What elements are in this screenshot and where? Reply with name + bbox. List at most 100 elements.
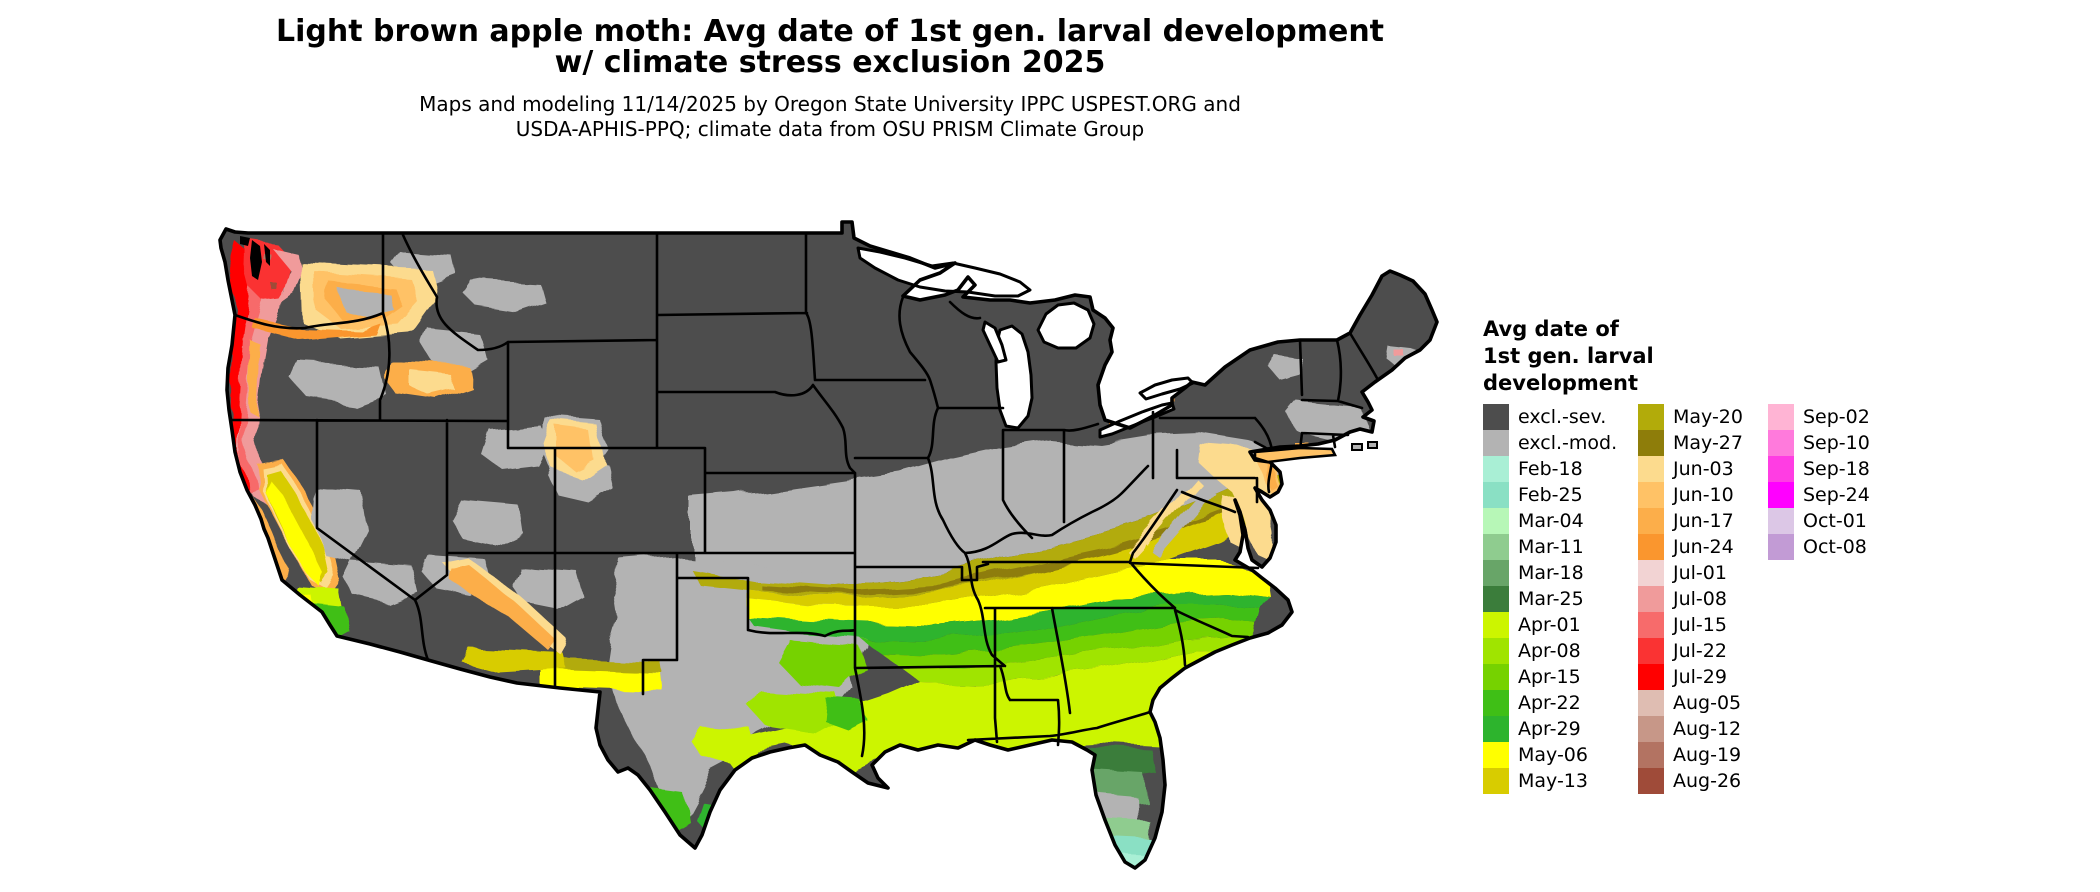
legend-label: Mar-25 bbox=[1518, 588, 1584, 610]
legend-item: Apr-08 bbox=[1483, 638, 1617, 664]
legend-item: Apr-29 bbox=[1483, 716, 1617, 742]
legend-label: Jun-10 bbox=[1673, 484, 1734, 506]
legend-label: Apr-22 bbox=[1518, 692, 1581, 714]
legend-item: May-06 bbox=[1483, 742, 1617, 768]
legend-item: Jun-03 bbox=[1638, 456, 1743, 482]
legend-label: Mar-11 bbox=[1518, 536, 1584, 558]
legend-label: Jun-03 bbox=[1673, 458, 1734, 480]
legend: Avg date of 1st gen. larval development … bbox=[1483, 316, 2083, 794]
legend-item: Oct-01 bbox=[1768, 508, 1870, 534]
legend-label: Jul-15 bbox=[1673, 614, 1727, 636]
legend-label: Feb-18 bbox=[1518, 458, 1583, 480]
title-line-2: w/ climate stress exclusion 2025 bbox=[554, 45, 1106, 80]
legend-label: Jun-17 bbox=[1673, 510, 1734, 532]
legend-column-3: Sep-02 Sep-10 Sep-18 Sep-24 Oct-01 Oct-08 bbox=[1768, 404, 1870, 560]
puget-sound bbox=[240, 236, 270, 280]
legend-label: excl.-mod. bbox=[1518, 432, 1618, 454]
legend-item: Jul-22 bbox=[1638, 638, 1743, 664]
legend-label: Oct-08 bbox=[1803, 536, 1867, 558]
legend-label: Sep-02 bbox=[1803, 406, 1870, 428]
legend-label: May-13 bbox=[1518, 770, 1588, 792]
legend-swatch bbox=[1638, 586, 1664, 612]
legend-swatch bbox=[1768, 430, 1794, 456]
lake-erie bbox=[1098, 401, 1176, 439]
green-bay bbox=[981, 320, 1008, 364]
legend-item: Sep-10 bbox=[1768, 430, 1870, 456]
legend-swatch bbox=[1768, 508, 1794, 534]
legend-swatch bbox=[1638, 482, 1664, 508]
legend-item: Apr-01 bbox=[1483, 612, 1617, 638]
state-borders bbox=[230, 231, 1380, 758]
florida-keys bbox=[1098, 873, 1138, 881]
subtitle-line-2: USDA-APHIS-PPQ; climate data from OSU PR… bbox=[515, 117, 1145, 141]
legend-item: Feb-25 bbox=[1483, 482, 1617, 508]
legend-swatch bbox=[1483, 690, 1509, 716]
legend-swatch bbox=[1638, 664, 1664, 690]
legend-swatch bbox=[1483, 560, 1509, 586]
legend-item: May-20 bbox=[1638, 404, 1743, 430]
legend-swatch bbox=[1483, 664, 1509, 690]
legend-item: Oct-08 bbox=[1768, 534, 1870, 560]
legend-item: Mar-25 bbox=[1483, 586, 1617, 612]
legend-item: Feb-18 bbox=[1483, 456, 1617, 482]
legend-label: excl.-sev. bbox=[1518, 406, 1607, 428]
legend-swatch bbox=[1483, 508, 1509, 534]
legend-label: Oct-01 bbox=[1803, 510, 1867, 532]
legend-swatch bbox=[1638, 638, 1664, 664]
legend-item: Aug-12 bbox=[1638, 716, 1743, 742]
legend-column-1: excl.-sev. excl.-mod. Feb-18 Feb-25 Mar-04 Ma… bbox=[1483, 404, 1617, 794]
legend-swatch bbox=[1768, 456, 1794, 482]
legend-item: Mar-04 bbox=[1483, 508, 1617, 534]
legend-swatch bbox=[1768, 482, 1794, 508]
legend-item: excl.-sev. bbox=[1483, 404, 1617, 430]
legend-swatch bbox=[1483, 430, 1509, 456]
legend-label: May-20 bbox=[1673, 406, 1743, 428]
legend-swatch bbox=[1638, 742, 1664, 768]
legend-item: May-13 bbox=[1483, 768, 1617, 794]
nantucket bbox=[1367, 441, 1378, 449]
map-title: Light brown apple moth: Avg date of 1st … bbox=[0, 16, 1660, 78]
legend-item: Sep-02 bbox=[1768, 404, 1870, 430]
legend-label: Sep-18 bbox=[1803, 458, 1870, 480]
legend-swatch bbox=[1483, 716, 1509, 742]
legend-item: Apr-22 bbox=[1483, 690, 1617, 716]
legend-swatch bbox=[1483, 404, 1509, 430]
legend-swatch bbox=[1483, 482, 1509, 508]
legend-swatch bbox=[1483, 534, 1509, 560]
legend-item: Jul-29 bbox=[1638, 664, 1743, 690]
legend-label: Feb-25 bbox=[1518, 484, 1583, 506]
legend-item: Jun-10 bbox=[1638, 482, 1743, 508]
legend-item: Mar-11 bbox=[1483, 534, 1617, 560]
map-subtitle: Maps and modeling 11/14/2025 by Oregon S… bbox=[0, 92, 1660, 142]
legend-item: Aug-26 bbox=[1638, 768, 1743, 794]
legend-swatch bbox=[1638, 534, 1664, 560]
legend-item: excl.-mod. bbox=[1483, 430, 1617, 456]
legend-swatch bbox=[1483, 768, 1509, 794]
legend-item: Sep-24 bbox=[1768, 482, 1870, 508]
legend-label: Aug-12 bbox=[1673, 718, 1742, 740]
long-island bbox=[1253, 446, 1338, 464]
legend-swatch bbox=[1483, 612, 1509, 638]
legend-item: May-27 bbox=[1638, 430, 1743, 456]
legend-label: Jul-08 bbox=[1673, 588, 1727, 610]
legend-label: Aug-05 bbox=[1673, 692, 1742, 714]
legend-label: Jul-29 bbox=[1673, 666, 1727, 688]
title-line-1: Light brown apple moth: Avg date of 1st … bbox=[275, 14, 1385, 49]
legend-label: Jul-22 bbox=[1673, 640, 1727, 662]
legend-swatch bbox=[1768, 404, 1794, 430]
legend-swatch bbox=[1638, 560, 1664, 586]
us-outline bbox=[218, 220, 1439, 870]
legend-swatch bbox=[1638, 690, 1664, 716]
marthas-vineyard bbox=[1351, 443, 1363, 451]
legend-label: Aug-26 bbox=[1673, 770, 1742, 792]
legend-item: Aug-19 bbox=[1638, 742, 1743, 768]
legend-label: Apr-08 bbox=[1518, 640, 1581, 662]
legend-swatch bbox=[1768, 534, 1794, 560]
legend-item: Jun-24 bbox=[1638, 534, 1743, 560]
legend-label: Mar-04 bbox=[1518, 510, 1584, 532]
legend-item: Sep-18 bbox=[1768, 456, 1870, 482]
legend-label: Apr-15 bbox=[1518, 666, 1581, 688]
